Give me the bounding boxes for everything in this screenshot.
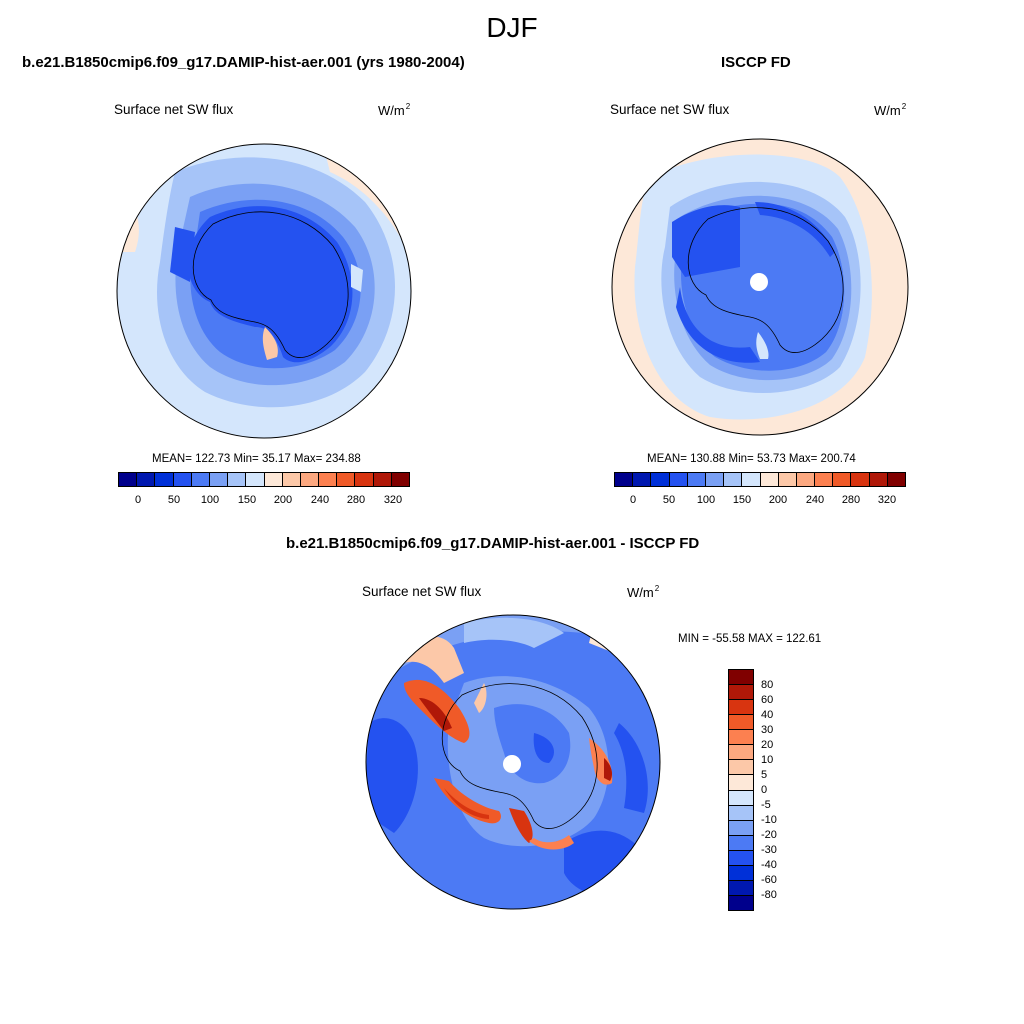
colorbar-swatch: [729, 805, 753, 821]
colorbar-swatch: [137, 473, 156, 486]
panel3-colorbar-tick: -80: [761, 889, 777, 901]
colorbar-swatch: [337, 473, 356, 486]
panel3-colorbar-tick: -5: [761, 799, 771, 811]
panel2-units: W/m2: [874, 102, 907, 118]
colorbar-swatch: [651, 473, 670, 486]
panel3-colorbar-tick: 20: [761, 739, 774, 751]
colorbar-swatch: [729, 670, 753, 686]
panel1-colorbar-tick: 0: [134, 494, 142, 506]
panel3-colorbar-tick: 40: [761, 709, 774, 721]
colorbar-swatch: [729, 820, 753, 836]
colorbar-swatch: [282, 473, 301, 486]
colorbar-swatch: [373, 473, 392, 486]
colorbar-swatch: [729, 715, 753, 731]
panel1-colorbar: [118, 472, 410, 487]
panel3-colorbar-tick: -40: [761, 859, 777, 871]
colorbar-swatch: [615, 473, 634, 486]
panel1-stats: MEAN= 122.73 Min= 35.17 Max= 234.88: [152, 453, 361, 465]
colorbar-swatch: [760, 473, 779, 486]
panel1-map: [116, 143, 412, 439]
panel2-colorbar-tick: 240: [805, 494, 825, 506]
panel1-colorbar-tick: 200: [273, 494, 293, 506]
panel3-colorbar-tick: -30: [761, 844, 777, 856]
panel1-colorbar-tick: 150: [237, 494, 257, 506]
panel3-colorbar: [728, 669, 754, 911]
panel3-colorbar-tick: 10: [761, 754, 774, 766]
panel1-colorbar-tick: 280: [346, 494, 366, 506]
colorbar-swatch: [319, 473, 338, 486]
panel3-colorbar-tick: -10: [761, 814, 777, 826]
colorbar-swatch: [729, 730, 753, 746]
colorbar-swatch: [833, 473, 852, 486]
panel2-variable: Surface net SW flux: [610, 102, 730, 117]
colorbar-swatch: [705, 473, 725, 486]
panel3-colorbar-tick: -60: [761, 874, 777, 886]
panel3-stats: MIN = -55.58 MAX = 122.61: [678, 633, 822, 645]
panel2-title: ISCCP FD: [721, 54, 791, 71]
panel3-variable: Surface net SW flux: [362, 584, 482, 599]
panel2-colorbar-tick: 150: [732, 494, 752, 506]
colorbar-swatch: [119, 473, 138, 486]
colorbar-swatch: [729, 775, 753, 791]
panel2-colorbar-tick: 280: [841, 494, 861, 506]
panel2-colorbar: [614, 472, 906, 487]
colorbar-swatch: [729, 835, 753, 851]
colorbar-swatch: [851, 473, 870, 486]
colorbar-swatch: [742, 473, 761, 486]
colorbar-swatch: [228, 473, 247, 486]
colorbar-swatch: [687, 473, 706, 486]
colorbar-swatch: [729, 880, 753, 896]
panel2-colorbar-tick: 100: [696, 494, 716, 506]
colorbar-swatch: [173, 473, 192, 486]
colorbar-swatch: [669, 473, 688, 486]
panel2-map: [611, 138, 909, 436]
panel1-colorbar-tick: 100: [200, 494, 220, 506]
colorbar-swatch: [869, 473, 888, 486]
colorbar-swatch: [778, 473, 797, 486]
panel3-map: [365, 614, 661, 910]
colorbar-swatch: [264, 473, 283, 486]
panel2-stats: MEAN= 130.88 Min= 53.73 Max= 200.74: [647, 453, 856, 465]
colorbar-swatch: [191, 473, 210, 486]
colorbar-swatch: [633, 473, 652, 486]
panel3-colorbar-tick: 0: [761, 784, 768, 796]
panel2-colorbar-tick: 0: [629, 494, 637, 506]
panel1-colorbar-tick: 320: [383, 494, 403, 506]
panel2-colorbar-tick: 320: [877, 494, 897, 506]
panel1-colorbar-tick: 50: [167, 494, 181, 506]
colorbar-swatch: [729, 700, 753, 716]
colorbar-swatch: [729, 685, 753, 701]
colorbar-swatch: [355, 473, 374, 486]
colorbar-swatch: [209, 473, 229, 486]
figure-title: DJF: [486, 12, 538, 43]
colorbar-swatch: [729, 895, 753, 910]
colorbar-swatch: [887, 473, 905, 486]
panel2-colorbar-tick: 200: [768, 494, 788, 506]
panel3-colorbar-tick: 60: [761, 694, 774, 706]
colorbar-swatch: [815, 473, 834, 486]
panel3-units: W/m2: [627, 584, 660, 600]
colorbar-swatch: [729, 790, 753, 806]
colorbar-swatch: [155, 473, 174, 486]
colorbar-swatch: [796, 473, 816, 486]
panel1-units: W/m2: [378, 102, 411, 118]
panel3-title: b.e21.B1850cmip6.f09_g17.DAMIP-hist-aer.…: [286, 535, 700, 552]
panel3-colorbar-tick: 80: [761, 679, 774, 691]
colorbar-swatch: [729, 865, 753, 881]
colorbar-swatch: [300, 473, 320, 486]
colorbar-swatch: [391, 473, 409, 486]
colorbar-swatch: [246, 473, 265, 486]
colorbar-swatch: [729, 745, 753, 761]
colorbar-swatch: [729, 760, 753, 776]
panel3-colorbar-tick: -20: [761, 829, 777, 841]
colorbar-swatch: [729, 850, 753, 866]
panel3-colorbar-tick: 30: [761, 724, 774, 736]
panel1-variable: Surface net SW flux: [114, 102, 234, 117]
panel1-title: b.e21.B1850cmip6.f09_g17.DAMIP-hist-aer.…: [22, 54, 465, 71]
panel3-colorbar-tick: 5: [761, 769, 768, 781]
panel2-colorbar-tick: 50: [662, 494, 676, 506]
panel1-colorbar-tick: 240: [310, 494, 330, 506]
colorbar-swatch: [724, 473, 743, 486]
